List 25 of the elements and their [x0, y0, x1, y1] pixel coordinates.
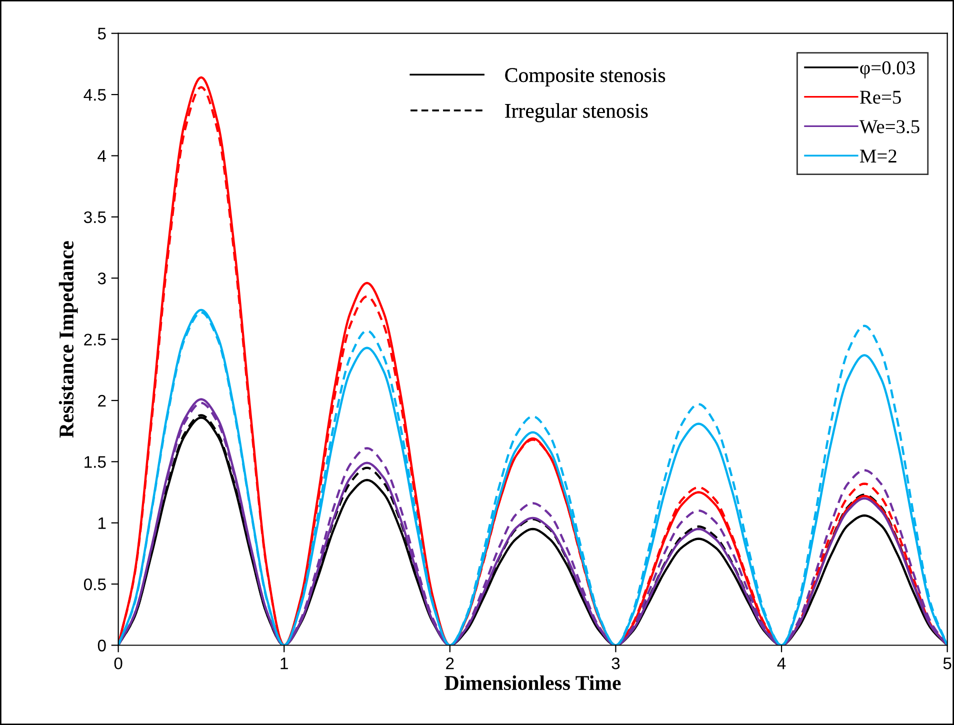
- x-tick-label: 1: [280, 658, 288, 670]
- y-tick-label: 3: [98, 272, 106, 284]
- x-tick-label: 3: [612, 657, 620, 670]
- y-tick-label: 1: [98, 517, 106, 529]
- legend-label: φ=0.03: [860, 61, 915, 78]
- legend-label: We=3.5: [859, 120, 920, 134]
- x-tick-label: 4: [777, 658, 786, 670]
- y-tick-label: 2.5: [84, 334, 106, 346]
- x-tick-label: 5: [943, 658, 952, 670]
- x-axis-title: Dimensionless Time: [444, 675, 621, 690]
- y-tick-label: 4: [98, 150, 106, 162]
- y-axis-title: Resistance Impedance: [58, 241, 78, 438]
- x-tick-label: 2: [446, 657, 454, 670]
- y-tick-label: 2: [98, 394, 106, 407]
- y-tick-label: 3.5: [84, 211, 106, 224]
- y-tick-label: 5: [98, 28, 106, 40]
- annotation: Irregular stenosis: [505, 103, 648, 122]
- y-tick-label: 4.5: [84, 89, 106, 101]
- annotation: Composite stenosis: [505, 68, 666, 86]
- legend-label: Re=5: [860, 90, 901, 104]
- y-tick-label: 0.5: [84, 578, 106, 590]
- y-tick-label: 1.5: [84, 456, 106, 468]
- legend-label: M=2: [860, 150, 896, 162]
- y-tick-label: 0: [98, 640, 106, 652]
- x-tick-label: 0: [114, 657, 122, 670]
